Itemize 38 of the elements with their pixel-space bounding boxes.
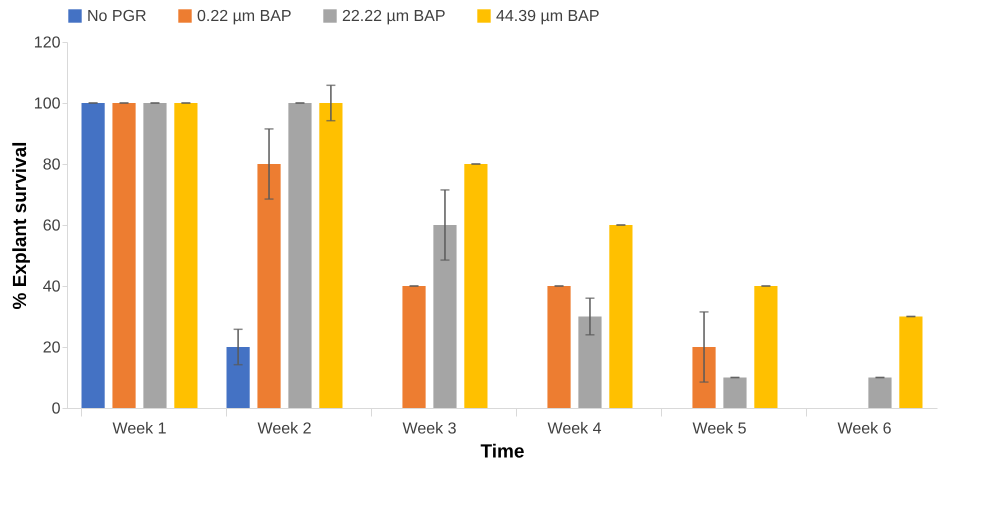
bar bbox=[319, 103, 342, 408]
bar bbox=[754, 286, 778, 408]
bar bbox=[174, 103, 198, 408]
bar bbox=[433, 225, 457, 408]
bar bbox=[464, 164, 488, 408]
y-tick-label: 100 bbox=[34, 96, 61, 112]
x-tick-label: Week 5 bbox=[692, 420, 747, 438]
y-tick-label: 120 bbox=[34, 34, 61, 52]
bar bbox=[899, 316, 922, 408]
bar bbox=[868, 378, 892, 408]
y-tick-label: 80 bbox=[42, 156, 61, 174]
bar bbox=[82, 103, 105, 408]
y-axis-title: % Explant survival bbox=[10, 142, 31, 310]
bar bbox=[692, 347, 716, 408]
bar bbox=[723, 378, 747, 408]
bar bbox=[547, 286, 571, 408]
bar bbox=[402, 286, 426, 408]
legend-label: 22.22 µm BAP bbox=[342, 8, 446, 25]
bar bbox=[578, 316, 602, 408]
bar bbox=[143, 103, 167, 408]
y-tick-label: 40 bbox=[42, 278, 61, 296]
legend-label: 44.39 µm BAP bbox=[496, 8, 600, 25]
legend-label: No PGR bbox=[87, 8, 147, 25]
y-tick-label: 0 bbox=[52, 400, 61, 418]
bar bbox=[112, 103, 136, 408]
bar bbox=[257, 164, 281, 408]
x-tick-label: Week 4 bbox=[548, 420, 602, 438]
bar bbox=[288, 103, 312, 408]
x-axis-title: Time bbox=[480, 442, 525, 462]
x-tick-label: Week 3 bbox=[402, 420, 457, 438]
y-tick-label: 60 bbox=[42, 218, 61, 234]
x-tick-label: Week 6 bbox=[838, 420, 892, 438]
y-tick-label: 20 bbox=[42, 340, 61, 356]
bar bbox=[226, 347, 250, 408]
legend-label: 0.22 µm BAP bbox=[197, 8, 292, 25]
bar bbox=[609, 225, 632, 408]
x-tick-label: Week 2 bbox=[258, 420, 312, 438]
x-tick-label: Week 1 bbox=[112, 420, 167, 438]
